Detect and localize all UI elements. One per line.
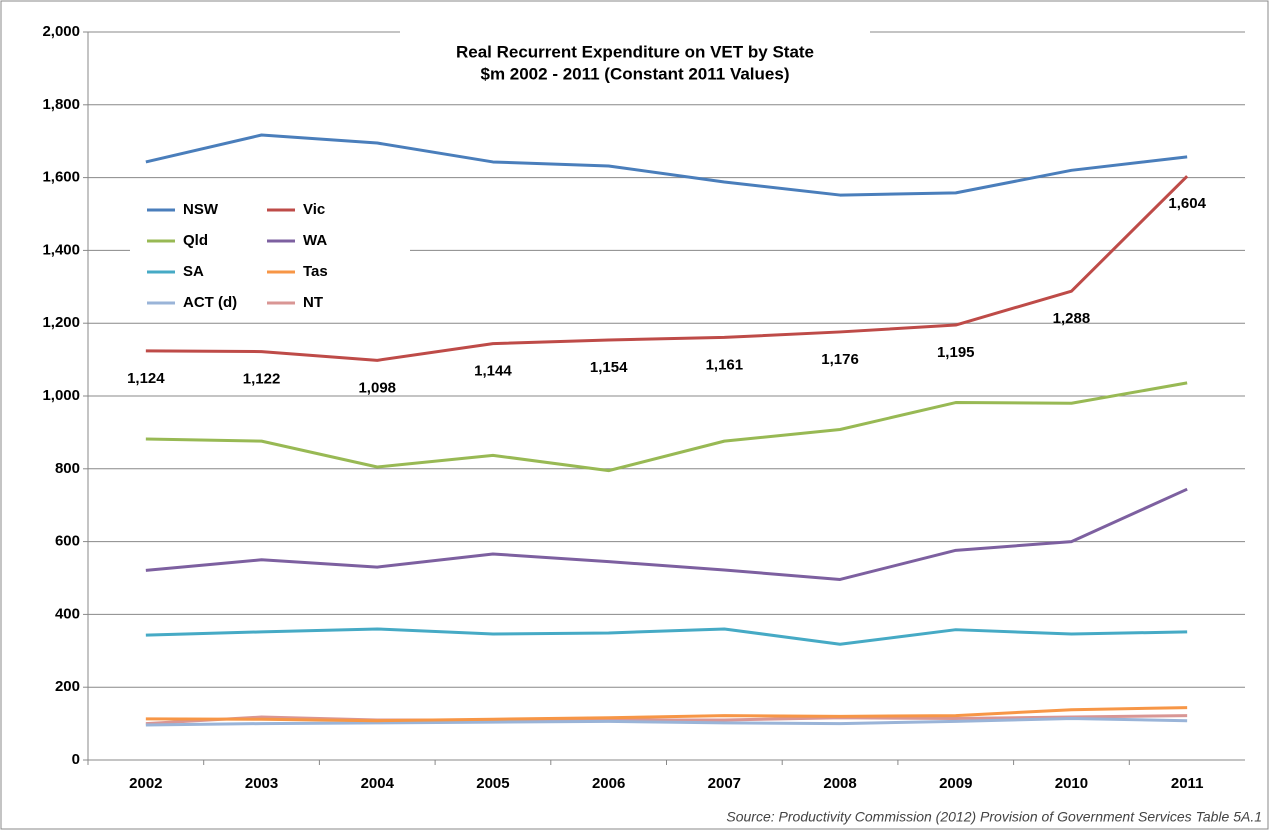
series-line [145,627,1188,646]
title-box [400,18,870,98]
data-label: 1,124 [127,370,165,387]
series-line [145,175,1189,362]
legend-box [130,192,410,320]
legend-label: NT [303,294,323,311]
data-label: 1,154 [590,359,628,376]
data-label: 1,176 [821,351,859,368]
series-line [145,487,1188,581]
data-label: 1,604 [1168,195,1206,212]
x-tick-label: 2002 [129,775,162,792]
data-label: 1,098 [358,379,396,396]
y-tick-label: 400 [55,605,80,622]
y-tick-label: 800 [55,460,80,477]
legend-label: ACT (d) [183,294,237,311]
x-tick-label: 2009 [939,775,972,792]
y-tick-label: 1,000 [42,387,80,404]
data-label: 1,122 [243,371,281,388]
x-tick-label: 2006 [592,775,625,792]
x-tick-label: 2008 [823,775,856,792]
x-tick-label: 2011 [1171,775,1204,792]
legend-label: SA [183,263,204,280]
series-line [145,706,1188,723]
y-tick-label: 600 [55,533,80,550]
y-tick-label: 2,000 [42,23,80,40]
source-note: Source: Productivity Commission (2012) P… [726,809,1262,825]
x-tick-label: 2003 [245,775,278,792]
chart-subtitle: $m 2002 - 2011 (Constant 2011 Values) [480,64,789,83]
grid [83,31,1245,765]
legend-label: WA [303,232,327,249]
y-tick-label: 1,400 [42,241,80,258]
legend-label: Vic [303,201,325,218]
data-label: 1,161 [706,356,744,373]
data-label: 1,288 [1053,310,1091,327]
lines [145,133,1189,727]
series-line [145,381,1188,473]
y-tick-label: 1,200 [42,314,80,331]
legend-label: NSW [183,201,219,218]
x-tick-label: 2005 [476,775,509,792]
legend-label: Tas [303,263,328,280]
x-tick-label: 2010 [1055,775,1088,792]
y-tick-label: 200 [55,678,80,695]
y-tick-label: 1,600 [42,169,80,186]
data-label: 1,144 [474,363,512,380]
series-line [145,717,1188,727]
y-tick-label: 0 [72,751,80,768]
data-label: 1,195 [937,344,975,361]
x-tick-label: 2007 [708,775,741,792]
legend: NSW Vic Qld WA SA Tas ACT (d) NT [147,201,328,311]
series-line [145,133,1188,197]
y-tick-label: 1,800 [42,96,80,113]
legend-label: Qld [183,232,208,249]
x-tick-label: 2004 [361,775,395,792]
chart-title: Real Recurrent Expenditure on VET by Sta… [456,42,814,61]
